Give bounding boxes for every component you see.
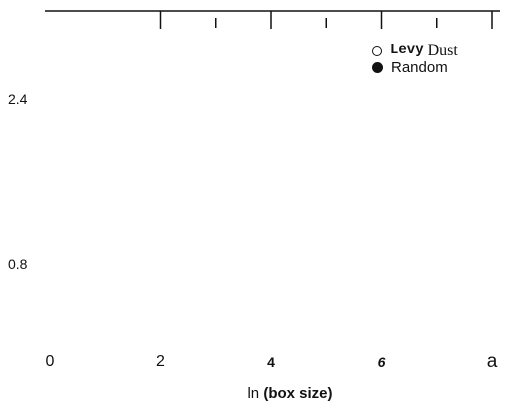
x-tick-label: 6 <box>377 354 386 370</box>
x-axis-label-prefix: ln <box>247 385 260 402</box>
x-tick-label: 4 <box>267 354 275 370</box>
x-tick-label: 2 <box>156 353 165 370</box>
legend: Levy Dust Random <box>372 42 458 76</box>
y-tick-label: 0.8 <box>8 256 28 272</box>
legend-item-random: Random <box>372 59 458 76</box>
x-axis-label-bold: (box size) <box>263 385 333 402</box>
open-circle-marker-icon <box>372 45 382 56</box>
y-tick-label: 2.4 <box>8 91 28 107</box>
x-tick-label: a <box>486 351 498 372</box>
top-axis <box>45 10 500 29</box>
legend-label-random: Random <box>391 59 448 76</box>
filled-circle-marker-icon <box>372 62 383 73</box>
legend-label-dust: Dust <box>427 42 458 59</box>
x-axis-label: ln (box size) <box>247 385 332 402</box>
legend-item-levy-dust: Levy Dust <box>372 42 458 59</box>
legend-label-levy: Levy <box>390 42 424 58</box>
x-tick-label: 0 <box>45 353 55 370</box>
